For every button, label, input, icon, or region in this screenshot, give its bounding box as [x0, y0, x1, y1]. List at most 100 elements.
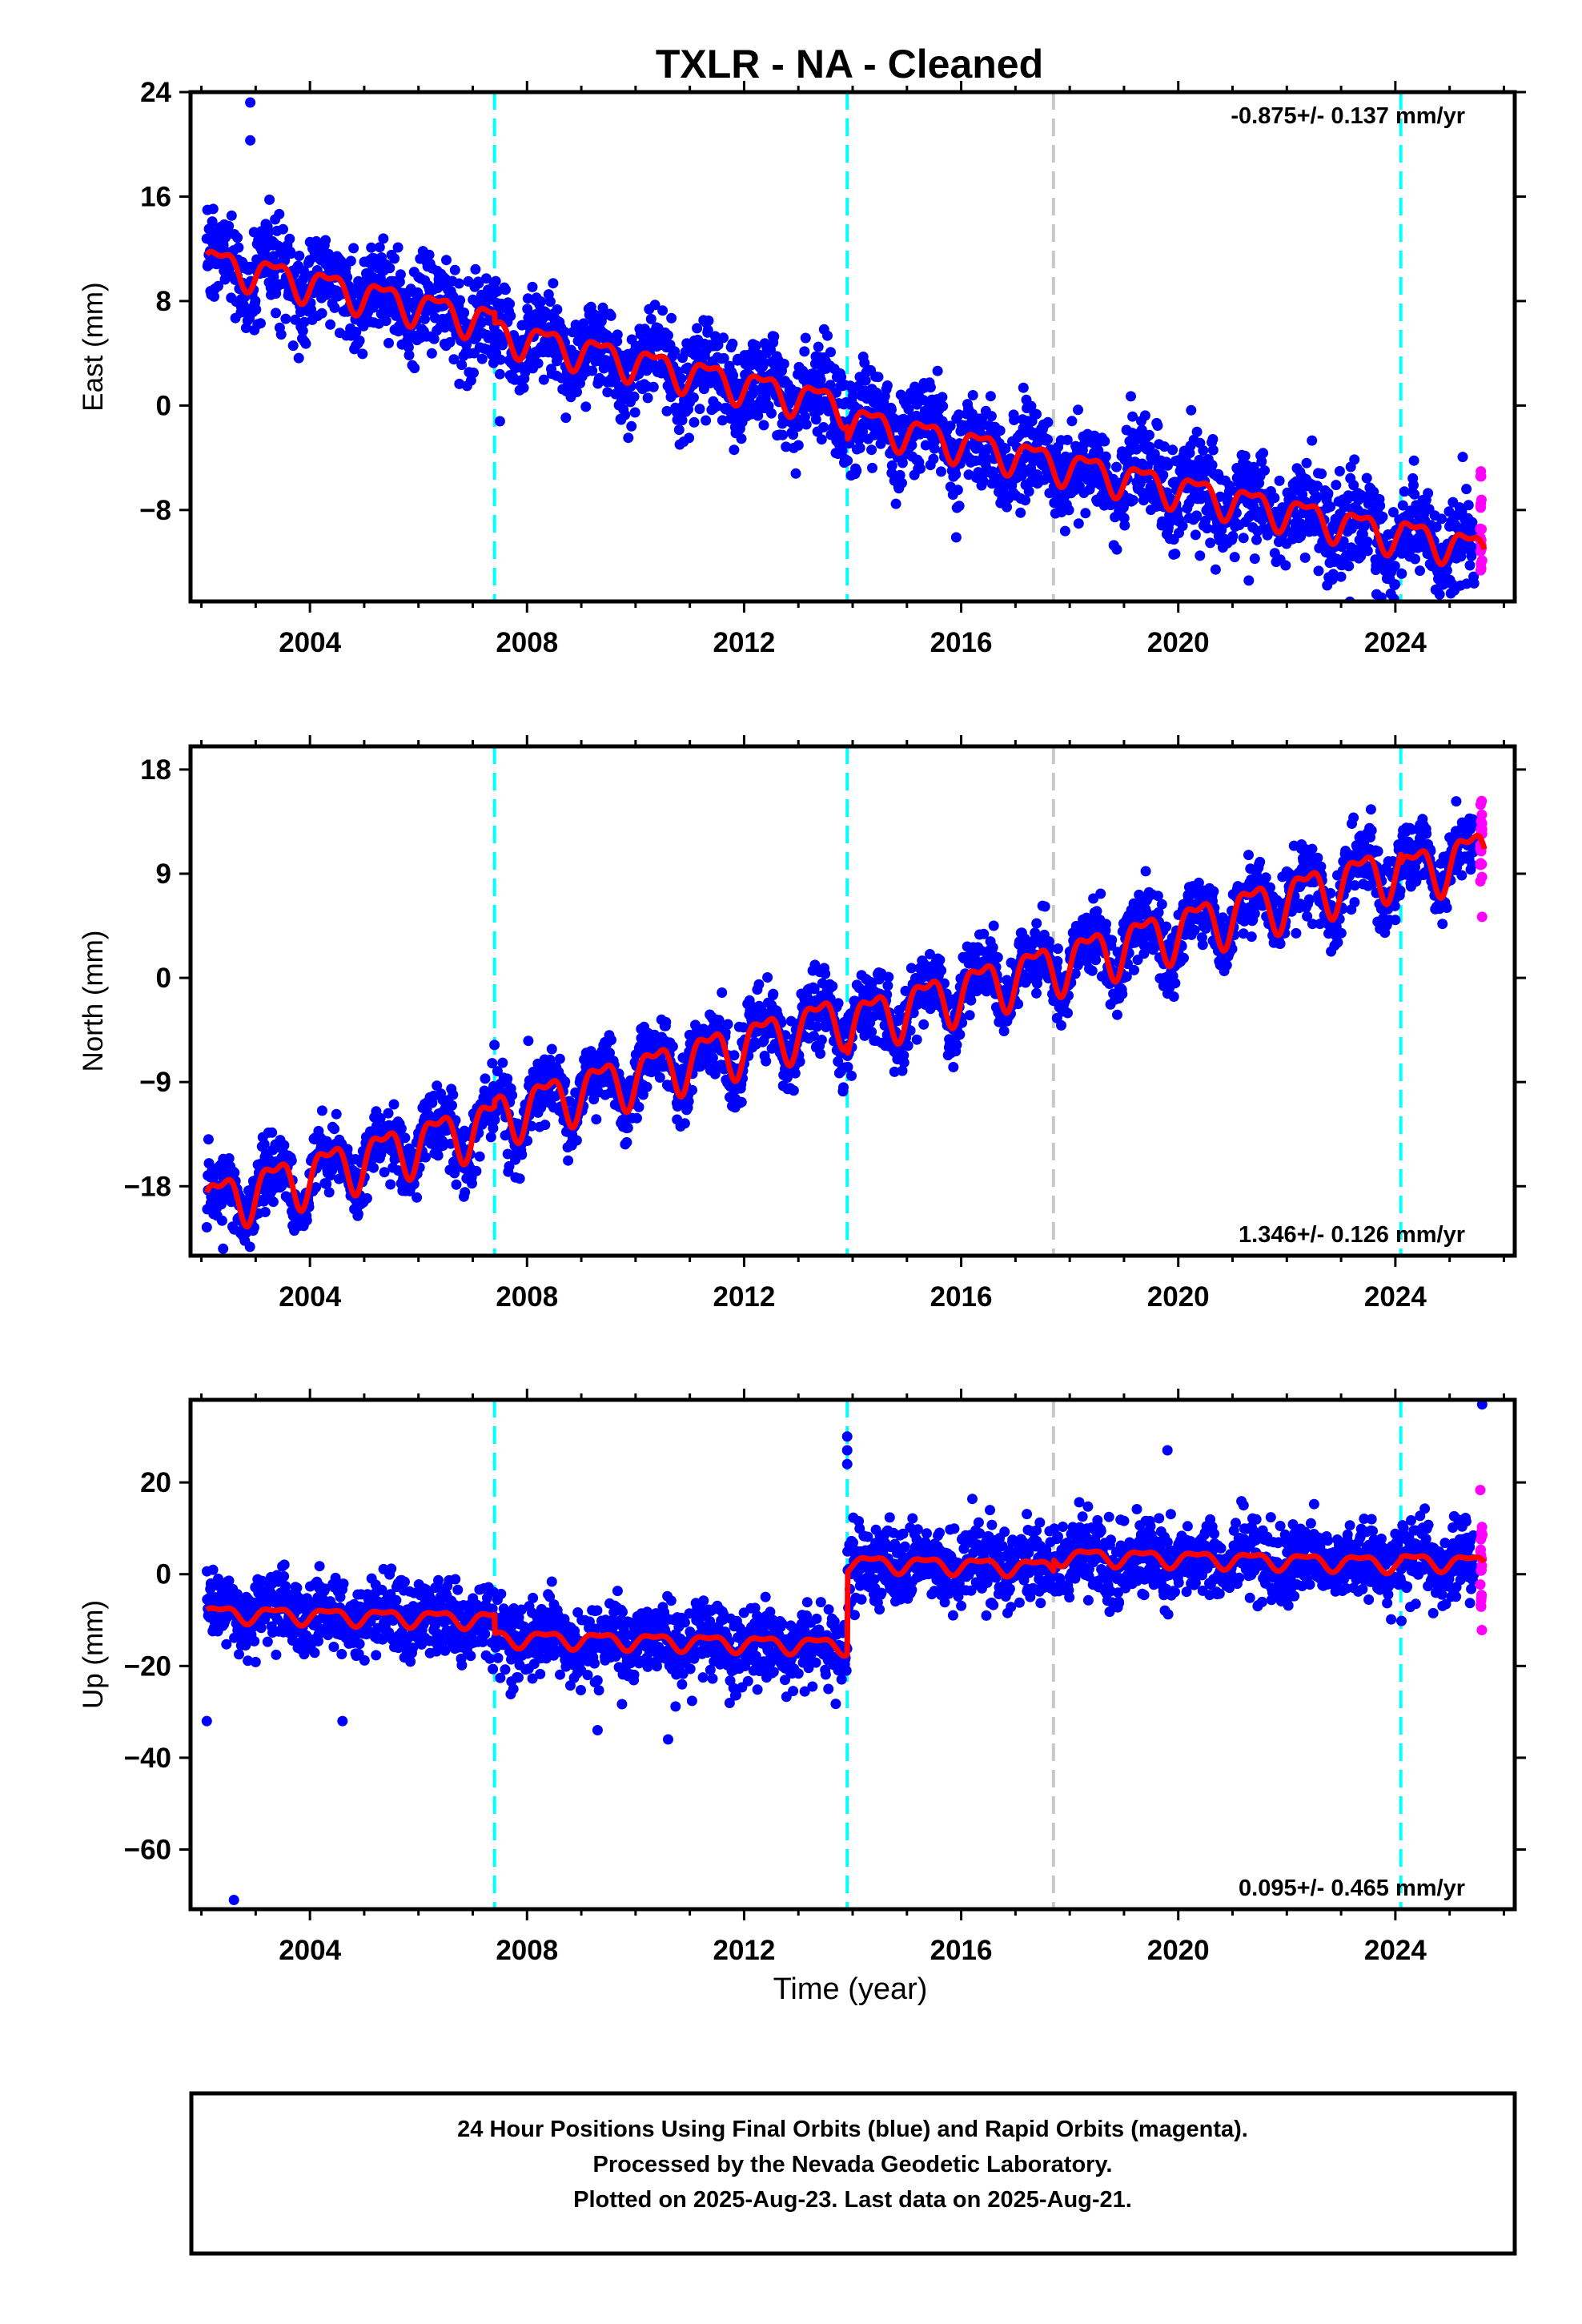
data-point [395, 269, 406, 280]
data-point [546, 1043, 557, 1055]
data-point [420, 313, 430, 324]
data-point [1375, 592, 1387, 601]
data-point [727, 338, 738, 349]
data-point [1149, 448, 1160, 460]
x-tick-label: 2008 [496, 627, 558, 658]
data-point [873, 372, 884, 383]
data-point [1229, 552, 1240, 563]
data-point [494, 368, 505, 380]
data-point [649, 300, 661, 311]
data-point [1191, 426, 1203, 437]
data-point [777, 429, 789, 440]
data-point [473, 278, 484, 289]
data-point [226, 210, 237, 221]
data-point [1313, 565, 1324, 577]
data-point [320, 235, 331, 246]
data-point [621, 1136, 632, 1148]
data-point [201, 1222, 212, 1232]
data-point [223, 220, 235, 231]
data-point [323, 1187, 335, 1198]
data-point [750, 340, 761, 352]
data-point [1467, 517, 1478, 528]
data-point [368, 1162, 379, 1173]
data-point [932, 365, 943, 376]
x-tick-label: 2004 [279, 627, 341, 658]
data-point [1162, 460, 1173, 471]
data-point [1031, 408, 1042, 420]
data-point [232, 232, 243, 243]
data-point [801, 419, 812, 430]
data-point [1106, 935, 1118, 946]
data-point [1239, 450, 1251, 461]
x-tick-label: 2020 [1147, 627, 1210, 658]
data-point [571, 1135, 582, 1146]
data-point [1129, 964, 1139, 975]
data-point [552, 304, 563, 315]
data-point [945, 420, 956, 432]
data-point [1408, 455, 1419, 466]
data-point [1457, 452, 1468, 463]
data-point [255, 318, 266, 329]
data-point [480, 1073, 491, 1084]
data-point [1023, 486, 1034, 497]
data-point [606, 1035, 616, 1046]
data-point [1307, 435, 1318, 446]
model-curve [204, 248, 1488, 568]
data-point [279, 255, 291, 266]
data-point [1063, 505, 1074, 516]
rate-annotation: -0.875+/- 0.137 mm/yr [1231, 103, 1465, 129]
data-point [1062, 434, 1073, 445]
data-point [361, 1192, 372, 1204]
data-point [532, 358, 544, 369]
data-point [998, 481, 1010, 493]
data-point [789, 1068, 801, 1079]
data-point [894, 469, 905, 480]
outlier-point [1243, 575, 1255, 586]
data-point [620, 409, 631, 420]
data-point [812, 1021, 822, 1032]
data-point [1316, 468, 1327, 480]
data-point [293, 352, 304, 364]
data-point [514, 1173, 525, 1184]
data-point [223, 1153, 235, 1164]
data-point [833, 998, 844, 1009]
data-point [998, 1026, 1010, 1036]
data-point [847, 390, 858, 401]
data-point [1259, 465, 1270, 476]
data-point [1207, 434, 1219, 444]
data-point [544, 296, 556, 308]
data-point [950, 532, 962, 543]
data-point [429, 312, 440, 324]
data-point [1073, 518, 1084, 529]
data-point [467, 1178, 477, 1189]
data-point [389, 253, 400, 264]
data-point [384, 263, 396, 274]
data-point [629, 407, 640, 418]
data-point [986, 411, 997, 422]
y-tick-label: 24 [140, 77, 171, 108]
data-point [769, 331, 780, 342]
data-point [497, 1057, 508, 1068]
data-point [385, 1179, 396, 1190]
data-point [263, 227, 274, 239]
data-point [383, 337, 394, 348]
data-point [1311, 480, 1323, 492]
data-point [702, 324, 713, 336]
data-point [536, 296, 547, 308]
data-point [284, 233, 295, 244]
data-point [825, 380, 836, 391]
data-point [1397, 500, 1408, 511]
data-point [1301, 457, 1312, 468]
data-point [1198, 445, 1209, 456]
data-point [432, 1150, 444, 1161]
data-point [209, 291, 219, 302]
data-point [1410, 553, 1420, 565]
data-point [728, 370, 739, 381]
data-point [233, 242, 244, 253]
data-point [468, 368, 479, 378]
data-point [1056, 1019, 1066, 1031]
data-point [597, 302, 608, 313]
data-point [902, 1040, 913, 1051]
data-point [280, 313, 291, 324]
data-point [1100, 451, 1111, 462]
